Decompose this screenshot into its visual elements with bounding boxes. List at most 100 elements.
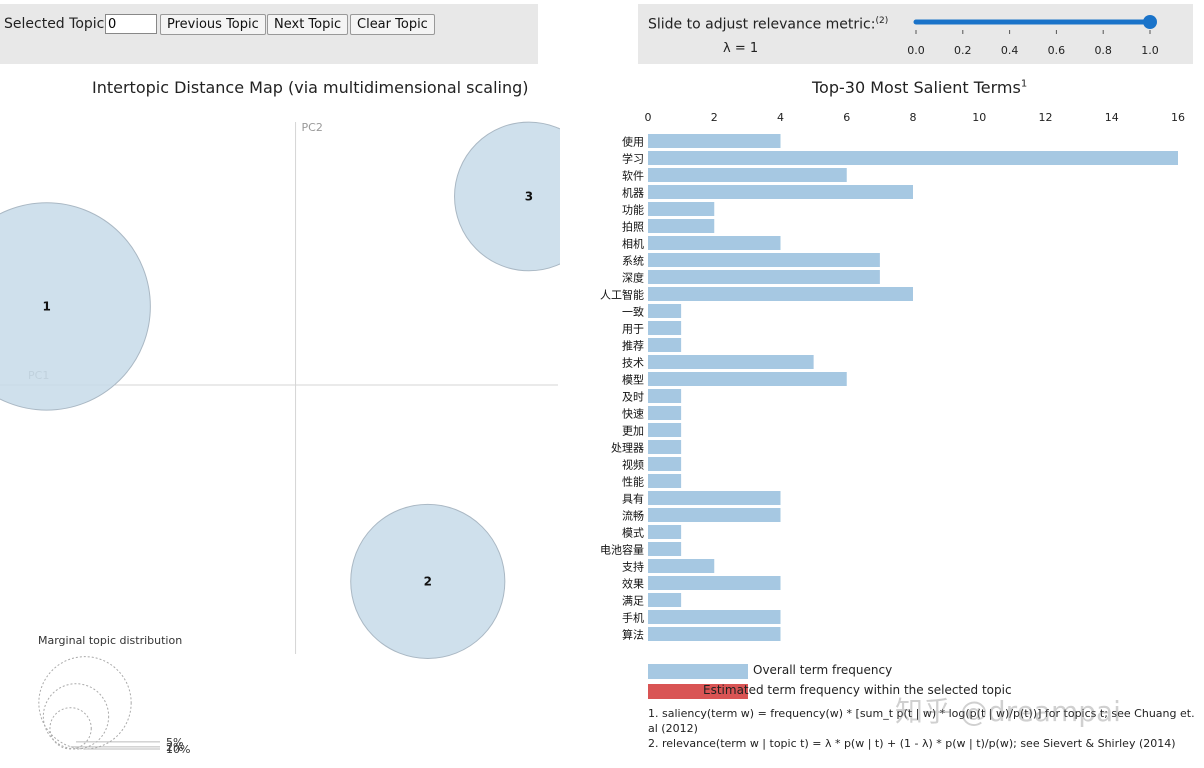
term-label[interactable]: 功能 <box>622 203 644 217</box>
term-label[interactable]: 更加 <box>622 425 644 438</box>
x-tick-label: 6 <box>843 111 850 124</box>
x-tick-label: 8 <box>910 111 917 124</box>
term-label[interactable]: 系统 <box>622 255 644 268</box>
legend-overall-label: Overall term frequency <box>753 663 893 677</box>
marginal-circle <box>42 683 110 750</box>
salient-terms-chart: 0 2 4 6 8 10 12 14 16 使用学习软件机器功能拍照相机系统深度人工智能一致用于推… <box>600 111 1185 642</box>
bar-overall[interactable] <box>648 440 682 454</box>
footnote-saliency: 1. saliency(term w) = frequency(w) * [su… <box>648 707 1195 735</box>
bar-overall[interactable] <box>648 219 715 233</box>
term-label[interactable]: 算法 <box>622 628 644 642</box>
term-label[interactable]: 深度 <box>622 271 644 285</box>
term-label[interactable]: 处理器 <box>611 442 644 455</box>
term-label[interactable]: 一致 <box>622 305 644 319</box>
term-label[interactable]: 学习 <box>622 152 644 166</box>
salient-terms-note: 1 <box>1020 78 1028 90</box>
term-label[interactable]: 支持 <box>622 560 644 574</box>
bar-overall[interactable] <box>648 270 880 284</box>
selected-topic-input[interactable] <box>105 14 157 34</box>
term-label[interactable]: 软件 <box>622 169 644 183</box>
bar-overall[interactable] <box>648 406 682 420</box>
term-label[interactable]: 机器 <box>622 186 644 200</box>
marginal-title: Marginal topic distribution <box>38 634 182 647</box>
bar-overall[interactable] <box>648 168 847 182</box>
term-label[interactable]: 效果 <box>622 577 644 591</box>
term-label[interactable]: 及时 <box>622 391 644 404</box>
x-tick-label: 12 <box>1039 111 1053 124</box>
marginal-distribution: Marginal topic distribution 2%5%10% <box>38 634 190 756</box>
term-label[interactable]: 推荐 <box>622 339 644 353</box>
bar-overall[interactable] <box>648 185 913 199</box>
bar-overall[interactable] <box>648 202 715 216</box>
next-topic-button[interactable]: Next Topic <box>267 14 349 35</box>
bar-overall[interactable] <box>648 338 682 352</box>
bar-overall[interactable] <box>648 474 682 488</box>
x-tick-label: 10 <box>972 111 986 124</box>
bar-overall[interactable] <box>648 253 880 267</box>
lambda-value: λ = 1 <box>723 41 759 56</box>
term-label[interactable]: 模式 <box>622 527 644 540</box>
term-label[interactable]: 具有 <box>622 492 644 506</box>
slider-note: (2) <box>875 16 889 26</box>
bar-overall[interactable] <box>648 304 682 318</box>
topic-label-1: 1 <box>42 299 50 313</box>
bar-overall[interactable] <box>648 491 781 505</box>
x-tick-label: 14 <box>1105 111 1119 124</box>
salient-terms-title: Top-30 Most Salient Terms1 <box>812 78 1028 97</box>
intertopic-title: Intertopic Distance Map (via multidimens… <box>92 78 529 97</box>
term-label[interactable]: 视频 <box>622 458 644 472</box>
topic-bubble-3[interactable] <box>454 121 560 272</box>
relevance-slider[interactable]: 0.0 0.2 0.4 0.6 0.8 1.0 <box>900 8 1180 60</box>
bar-overall[interactable] <box>648 593 682 607</box>
slider-tick-label: 0.6 <box>1048 44 1066 57</box>
bar-overall[interactable] <box>648 355 814 369</box>
bar-overall[interactable] <box>648 508 781 522</box>
slider-label: Slide to adjust relevance metric:(2) <box>648 16 889 33</box>
relevance-slider-panel: Slide to adjust relevance metric:(2) λ =… <box>638 4 1193 64</box>
term-label[interactable]: 使用 <box>622 136 644 149</box>
term-label[interactable]: 电池容量 <box>600 543 644 557</box>
legend-overall-swatch <box>648 664 748 679</box>
topic-bubble-2[interactable] <box>350 503 506 659</box>
bar-overall[interactable] <box>648 525 682 539</box>
bar-overall[interactable] <box>648 610 781 624</box>
term-label[interactable]: 模型 <box>622 373 644 387</box>
topic-label-2: 2 <box>424 574 432 588</box>
term-label[interactable]: 快速 <box>622 408 644 421</box>
topic-bubble-1[interactable] <box>0 202 151 411</box>
term-label[interactable]: 相机 <box>622 237 644 251</box>
topic-controls: Selected Topic: Previous Topic Next Topi… <box>0 4 538 64</box>
term-label[interactable]: 手机 <box>622 611 644 625</box>
term-label[interactable]: 拍照 <box>622 220 644 234</box>
clear-topic-button[interactable]: Clear Topic <box>350 14 435 35</box>
term-label[interactable]: 人工智能 <box>600 288 644 302</box>
bar-overall[interactable] <box>648 542 682 556</box>
bar-overall[interactable] <box>648 423 682 437</box>
previous-topic-button[interactable]: Previous Topic <box>160 14 266 35</box>
term-label[interactable]: 满足 <box>622 595 644 608</box>
topic-label-3: 3 <box>525 189 533 203</box>
bar-overall[interactable] <box>648 627 781 641</box>
footnotes: 1. saliency(term w) = frequency(w) * [su… <box>648 706 1204 751</box>
bar-overall[interactable] <box>648 151 1178 165</box>
intertopic-map: PC1PC2123 <box>0 121 560 659</box>
bar-overall[interactable] <box>648 389 682 403</box>
term-label[interactable]: 性能 <box>622 475 644 489</box>
bar-overall[interactable] <box>648 236 781 250</box>
slider-handle[interactable] <box>1143 15 1157 29</box>
bar-overall[interactable] <box>648 576 781 590</box>
term-label[interactable]: 流畅 <box>622 509 644 523</box>
x-tick-label: 0 <box>645 111 652 124</box>
term-label[interactable]: 技术 <box>622 357 644 370</box>
marginal-circle <box>38 656 132 750</box>
bar-overall[interactable] <box>648 287 913 301</box>
bar-overall[interactable] <box>648 457 682 471</box>
watermark: 知乎 @dreampai <box>895 695 1121 728</box>
bar-overall[interactable] <box>648 372 847 386</box>
marginal-pct-label: 2% <box>166 741 183 754</box>
pc2-label: PC2 <box>302 121 323 134</box>
bar-overall[interactable] <box>648 559 715 573</box>
bar-overall[interactable] <box>648 134 781 148</box>
bar-overall[interactable] <box>648 321 682 335</box>
term-label[interactable]: 用于 <box>622 323 644 336</box>
